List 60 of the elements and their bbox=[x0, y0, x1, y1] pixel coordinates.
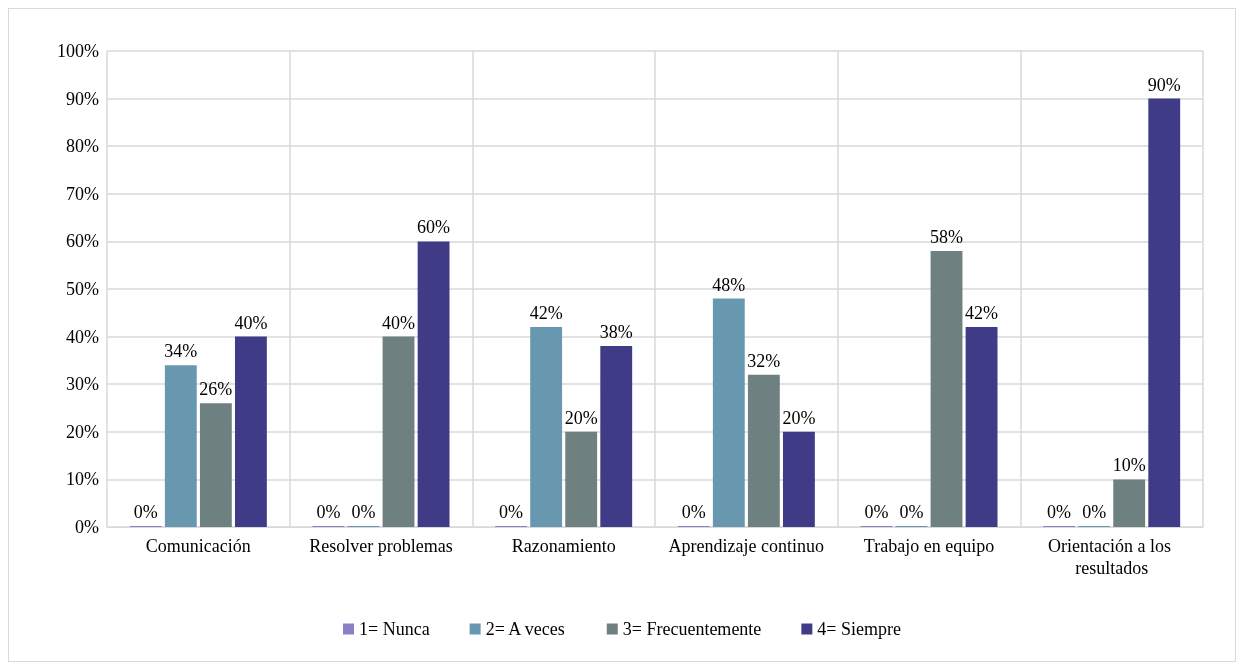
y-tick-label: 70% bbox=[66, 183, 99, 204]
legend-label: 1= Nunca bbox=[359, 619, 430, 639]
y-tick-label: 60% bbox=[66, 231, 99, 252]
data-label: 0% bbox=[133, 502, 158, 522]
legend-label: 3= Frecuentemente bbox=[622, 619, 762, 639]
data-label: 20% bbox=[564, 407, 598, 428]
data-label: 60% bbox=[417, 217, 451, 238]
bar bbox=[382, 336, 415, 527]
bar bbox=[199, 403, 232, 527]
y-tick-label: 30% bbox=[66, 374, 99, 395]
x-tick-label: Comunicación bbox=[145, 536, 251, 556]
data-label: 58% bbox=[930, 226, 964, 247]
data-label: 32% bbox=[747, 350, 781, 371]
data-label: 48% bbox=[712, 274, 746, 295]
x-tick-label: Razonamiento bbox=[511, 536, 616, 556]
legend-label: 2= A veces bbox=[485, 619, 565, 639]
data-label: 20% bbox=[782, 407, 816, 428]
bar bbox=[782, 431, 815, 527]
data-label: 10% bbox=[1112, 455, 1146, 476]
data-label: 34% bbox=[164, 341, 198, 362]
data-label: 0% bbox=[1082, 502, 1107, 522]
bar bbox=[965, 327, 998, 527]
legend-label: 4= Siempre bbox=[817, 619, 901, 639]
y-tick-label: 90% bbox=[66, 88, 99, 109]
y-tick-label: 80% bbox=[66, 136, 99, 157]
y-tick-label: 10% bbox=[66, 469, 99, 490]
bar bbox=[1113, 479, 1146, 527]
data-label: 0% bbox=[351, 502, 376, 522]
x-tick-label: Aprendizaje continuo bbox=[668, 536, 825, 556]
data-label: 42% bbox=[965, 303, 999, 324]
data-label: 0% bbox=[499, 502, 524, 522]
y-tick-label: 0% bbox=[75, 517, 99, 537]
y-tick-label: 40% bbox=[66, 326, 99, 347]
data-label: 26% bbox=[199, 379, 233, 400]
data-label: 40% bbox=[234, 312, 268, 333]
data-label: 0% bbox=[316, 502, 341, 522]
bar bbox=[712, 298, 745, 527]
bar bbox=[930, 250, 963, 527]
bar bbox=[565, 431, 598, 527]
x-tick-label: Orientación a los resultados bbox=[1047, 536, 1176, 578]
data-label: 0% bbox=[681, 502, 706, 522]
bar bbox=[1148, 98, 1181, 527]
data-label: 40% bbox=[382, 312, 416, 333]
data-label: 38% bbox=[599, 322, 633, 343]
data-label: 0% bbox=[1047, 502, 1072, 522]
data-label: 90% bbox=[1147, 74, 1181, 95]
data-label: 0% bbox=[899, 502, 924, 522]
bar bbox=[747, 374, 780, 527]
bar bbox=[164, 365, 197, 527]
y-tick-label: 100% bbox=[57, 41, 99, 61]
bar bbox=[417, 241, 450, 527]
bar bbox=[234, 336, 267, 527]
bar bbox=[600, 346, 633, 527]
data-label: 42% bbox=[529, 303, 563, 324]
y-tick-label: 50% bbox=[66, 279, 99, 299]
bar bbox=[530, 327, 563, 527]
y-tick-label: 20% bbox=[66, 421, 99, 442]
data-label: 0% bbox=[864, 502, 889, 522]
x-tick-label: Trabajo en equipo bbox=[863, 536, 995, 556]
x-tick-label: Resolver problemas bbox=[309, 536, 453, 556]
